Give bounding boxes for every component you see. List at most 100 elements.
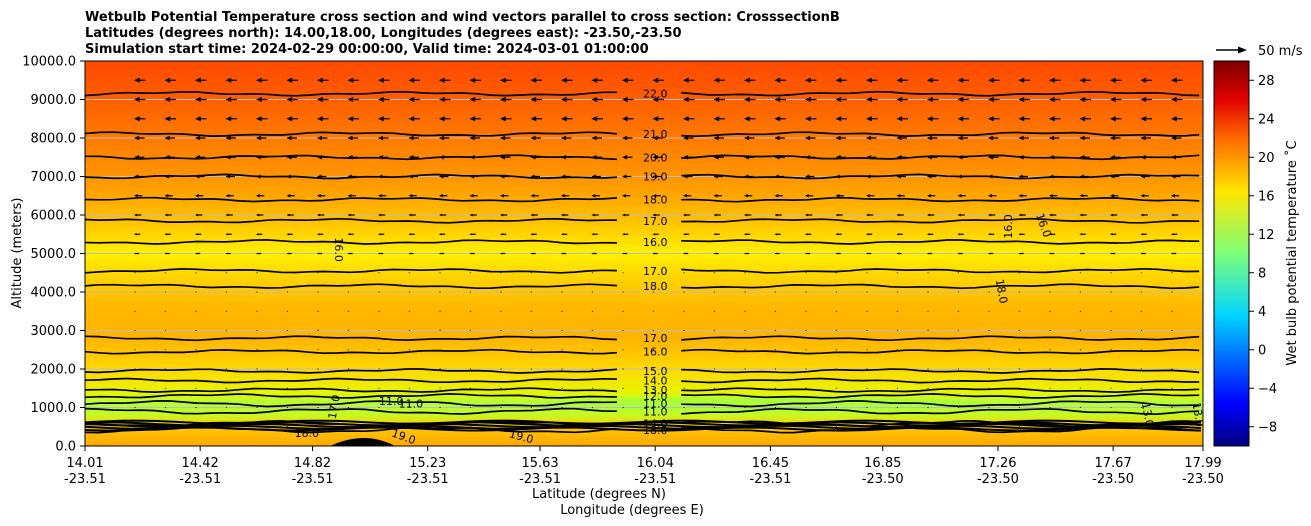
contour-label: 18.0 bbox=[643, 194, 668, 207]
wind-vector-head bbox=[408, 116, 415, 122]
wind-vector-head bbox=[408, 77, 415, 83]
wind-vector-head bbox=[713, 387, 715, 389]
contour-label: 17.0 bbox=[326, 394, 343, 420]
wind-vector-head bbox=[713, 154, 719, 160]
wind-vector-head bbox=[1079, 96, 1086, 103]
wind-vector-head bbox=[988, 96, 994, 103]
wind-vector-head bbox=[1018, 194, 1023, 198]
wind-vector-head bbox=[408, 252, 411, 255]
wind-vector-head bbox=[805, 329, 807, 332]
wind-vector-head bbox=[1079, 368, 1081, 370]
wind-vector-head bbox=[530, 252, 533, 255]
wind-vector-head bbox=[347, 310, 349, 312]
wind-vector-head bbox=[195, 291, 197, 293]
y-tick-label: 9000.0 bbox=[31, 93, 77, 108]
wind-vector-head bbox=[1018, 349, 1020, 351]
plot-field: 22.021.020.019.018.017.016.017.018.017.0… bbox=[85, 61, 1203, 446]
wind-vector-head bbox=[1110, 213, 1114, 217]
wind-vector-head bbox=[652, 291, 654, 293]
wind-vector-head bbox=[652, 194, 657, 198]
wind-vector-head bbox=[1018, 135, 1024, 141]
wind-vector-head bbox=[225, 213, 229, 217]
wind-vector-head bbox=[378, 310, 380, 312]
chart-title-line-3: Simulation start time: 2024-02-29 00:00:… bbox=[85, 42, 649, 57]
wind-vector-head bbox=[896, 387, 898, 389]
wind-vector-head bbox=[1171, 252, 1173, 255]
wind-vector-head bbox=[408, 426, 410, 428]
contour-label: 22.0 bbox=[643, 88, 668, 101]
wind-vector-head bbox=[408, 135, 414, 141]
wind-vector-head bbox=[652, 233, 656, 236]
y-tick-label: 10000.0 bbox=[22, 55, 76, 70]
wind-vector-head bbox=[683, 310, 685, 312]
quiver-key: 50 m/s bbox=[1216, 44, 1303, 59]
wind-vector-head bbox=[561, 154, 567, 160]
wind-vector-head bbox=[500, 426, 502, 428]
wind-vector-head bbox=[317, 116, 323, 122]
y-tick-label: 4000.0 bbox=[31, 286, 77, 301]
wind-vector-head bbox=[835, 349, 837, 351]
wind-vector-head bbox=[1079, 349, 1081, 351]
wind-vector-head bbox=[530, 194, 535, 198]
x-tick-label-latitude: 15.23 bbox=[409, 456, 446, 471]
wind-vector-head bbox=[805, 272, 807, 274]
wind-vector-head bbox=[286, 349, 288, 351]
wind-vector-head bbox=[927, 272, 929, 274]
wind-vector-head bbox=[256, 349, 258, 351]
contour-line bbox=[681, 335, 1200, 342]
wind-vector-head bbox=[1140, 349, 1142, 351]
wind-vector-head bbox=[256, 291, 258, 293]
wind-vector-head bbox=[927, 194, 931, 198]
colorbar-tick-label: 0 bbox=[1258, 343, 1266, 358]
wind-vector-head bbox=[988, 252, 990, 255]
wind-vector-head bbox=[652, 272, 654, 274]
wind-vector-head bbox=[835, 252, 838, 255]
wind-vector-head bbox=[652, 426, 654, 428]
wind-vector-head bbox=[927, 77, 933, 83]
wind-vector-head bbox=[591, 368, 593, 370]
wind-vector-head bbox=[530, 310, 532, 312]
wind-vector-head bbox=[1110, 252, 1112, 255]
contour-label: 16.0 bbox=[1002, 214, 1015, 239]
contour-line bbox=[681, 393, 1200, 399]
wind-vector-head bbox=[530, 291, 532, 293]
colorbar-label: Wet bulb potential temperature ˚C bbox=[1284, 140, 1300, 365]
wind-vector-head bbox=[835, 77, 842, 83]
wind-vector-head bbox=[225, 135, 231, 141]
wind-vector-head bbox=[347, 349, 349, 351]
wind-vector-head bbox=[774, 368, 776, 370]
wind-vector-head bbox=[469, 174, 474, 179]
wind-vectors bbox=[134, 77, 1183, 428]
wind-vector-head bbox=[652, 349, 654, 351]
wind-vector-head bbox=[652, 329, 654, 332]
wind-vector-head bbox=[774, 96, 781, 103]
wind-vector-head bbox=[591, 272, 593, 274]
wind-vector-head bbox=[866, 252, 868, 255]
wind-vector-head bbox=[1140, 174, 1145, 179]
wind-vector-head bbox=[500, 349, 502, 351]
wind-vector-head bbox=[1171, 96, 1177, 103]
wind-vector-head bbox=[256, 116, 262, 122]
wind-vector-head bbox=[683, 233, 686, 236]
contour-label: 17.0 bbox=[643, 332, 668, 345]
wind-vector-head bbox=[164, 252, 167, 255]
wind-vector-head bbox=[744, 406, 746, 409]
wind-vector-head bbox=[164, 387, 166, 389]
wind-vector-head bbox=[835, 194, 840, 198]
wind-vector-head bbox=[256, 213, 260, 217]
wind-vector-head bbox=[347, 96, 354, 103]
contour-line bbox=[85, 268, 618, 274]
wind-vector-head bbox=[652, 387, 654, 389]
wind-vector-head bbox=[1171, 213, 1175, 217]
contour-line bbox=[85, 407, 618, 415]
wind-vector-head bbox=[195, 194, 199, 198]
wind-vector-head bbox=[866, 213, 870, 217]
wind-vector-head bbox=[500, 233, 503, 236]
wind-vector-head bbox=[683, 77, 689, 83]
contour-label: 14.0 bbox=[643, 418, 668, 431]
wind-vector-head bbox=[408, 368, 410, 370]
wind-vector-head bbox=[591, 77, 598, 83]
wind-vector-head bbox=[774, 154, 780, 160]
wind-vector-head bbox=[988, 213, 992, 217]
wind-vector-head bbox=[561, 406, 563, 409]
